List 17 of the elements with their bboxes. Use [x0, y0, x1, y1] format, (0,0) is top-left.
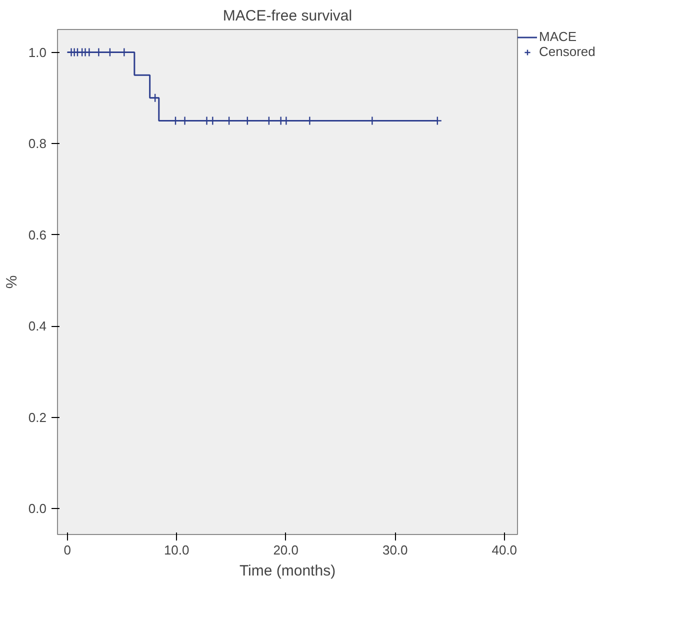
legend-label: MACE — [539, 29, 577, 44]
legend-label: Censored — [539, 44, 596, 59]
y-tick-label: 1.0 — [28, 44, 47, 60]
y-axis-title: % — [3, 275, 20, 289]
x-tick-label: 20.0 — [273, 542, 299, 558]
x-tick-label: 0 — [64, 542, 71, 558]
y-tick-label: 0.0 — [28, 500, 47, 516]
point — [150, 93, 160, 103]
x-tick-label: 30.0 — [382, 542, 408, 558]
y-tick-label: 0.4 — [28, 318, 47, 334]
y-tick-label: 0.2 — [28, 410, 47, 425]
x-tick-label: 10.0 — [164, 542, 190, 558]
x-tick-label: 40.0 — [492, 542, 518, 558]
y-tick-label: 0.8 — [28, 136, 47, 152]
x-axis-title: Time (months) — [239, 562, 336, 580]
y-tick-label: 0.6 — [28, 227, 47, 242]
chart-title: MACE-free survival — [222, 8, 352, 24]
